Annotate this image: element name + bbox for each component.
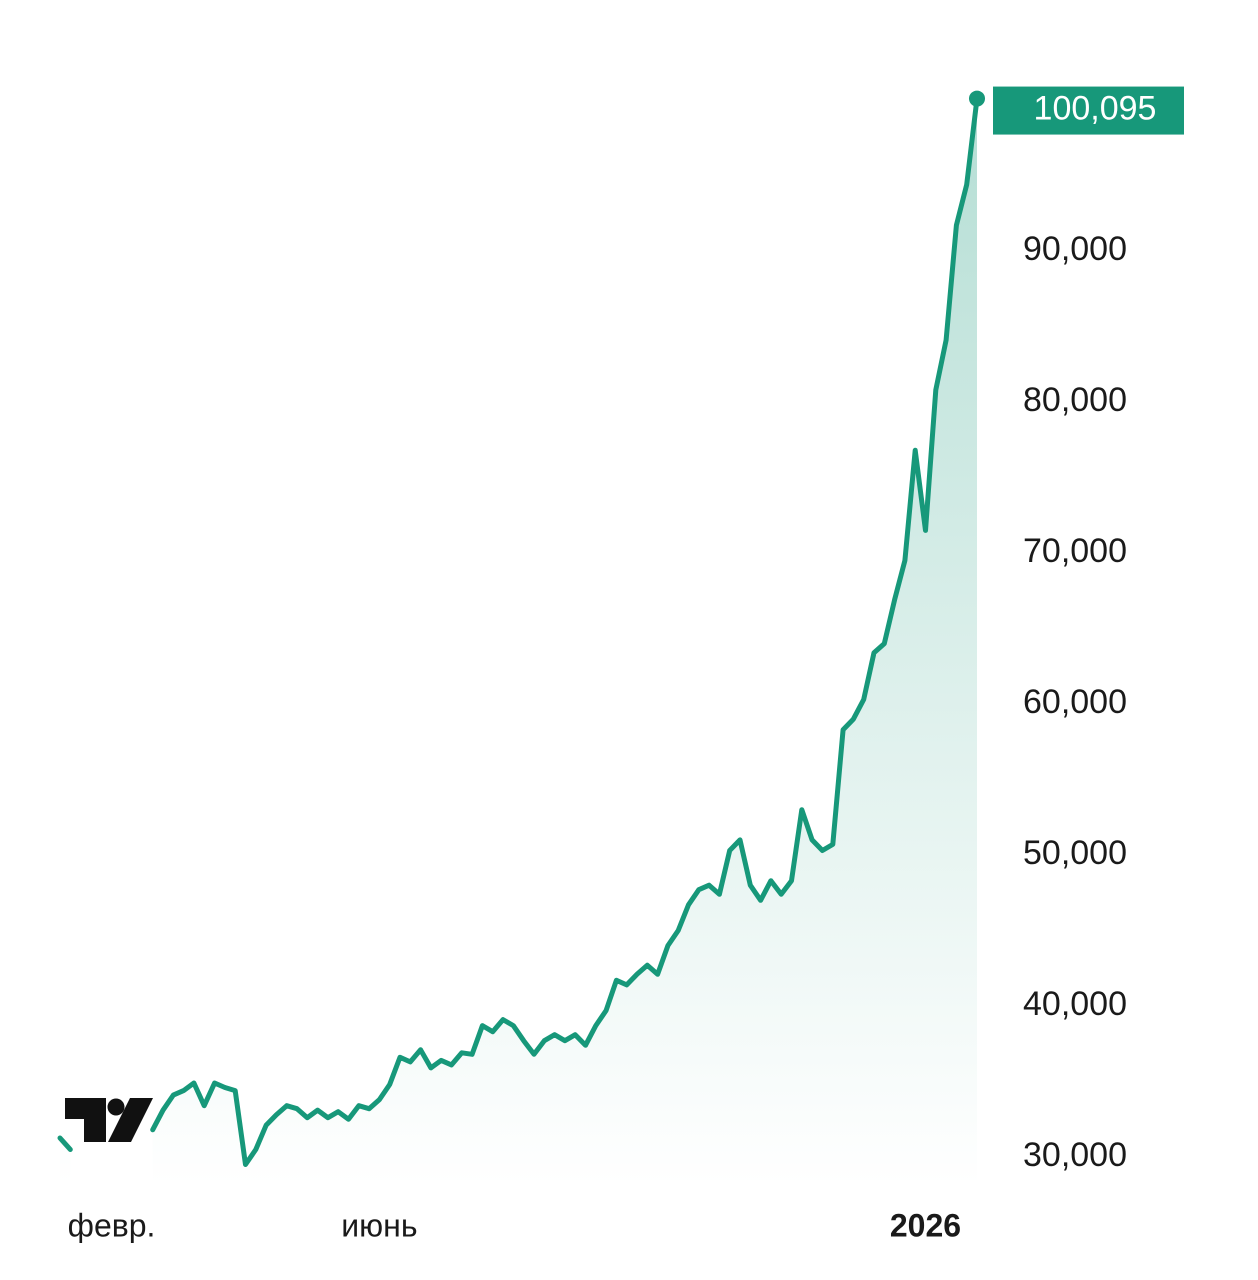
plot-area <box>57 96 980 1188</box>
y-tick-label: 40,000 <box>1023 985 1127 1023</box>
x-tick-label: июнь <box>341 1207 417 1243</box>
logo <box>65 1098 153 1142</box>
value-label-box <box>993 86 1184 135</box>
value-label: 100,095 <box>1034 90 1157 128</box>
y-tick-label: 30,000 <box>1023 1136 1127 1174</box>
y-tick-label: 90,000 <box>1023 230 1127 268</box>
last-point <box>969 90 985 107</box>
logo-shape <box>65 1098 106 1142</box>
logo-shape <box>107 1098 125 1116</box>
y-tick-label: 70,000 <box>1023 532 1127 570</box>
y-tick-label: 50,000 <box>1023 834 1127 872</box>
x-tick-label: февр. <box>68 1207 156 1243</box>
line <box>57 96 980 1167</box>
y-tick-label: 60,000 <box>1023 683 1127 721</box>
x-tick-label: 2026 <box>890 1207 961 1243</box>
y-tick-label: 80,000 <box>1023 381 1127 419</box>
area <box>60 98 977 1188</box>
logo-shape <box>108 1098 153 1142</box>
